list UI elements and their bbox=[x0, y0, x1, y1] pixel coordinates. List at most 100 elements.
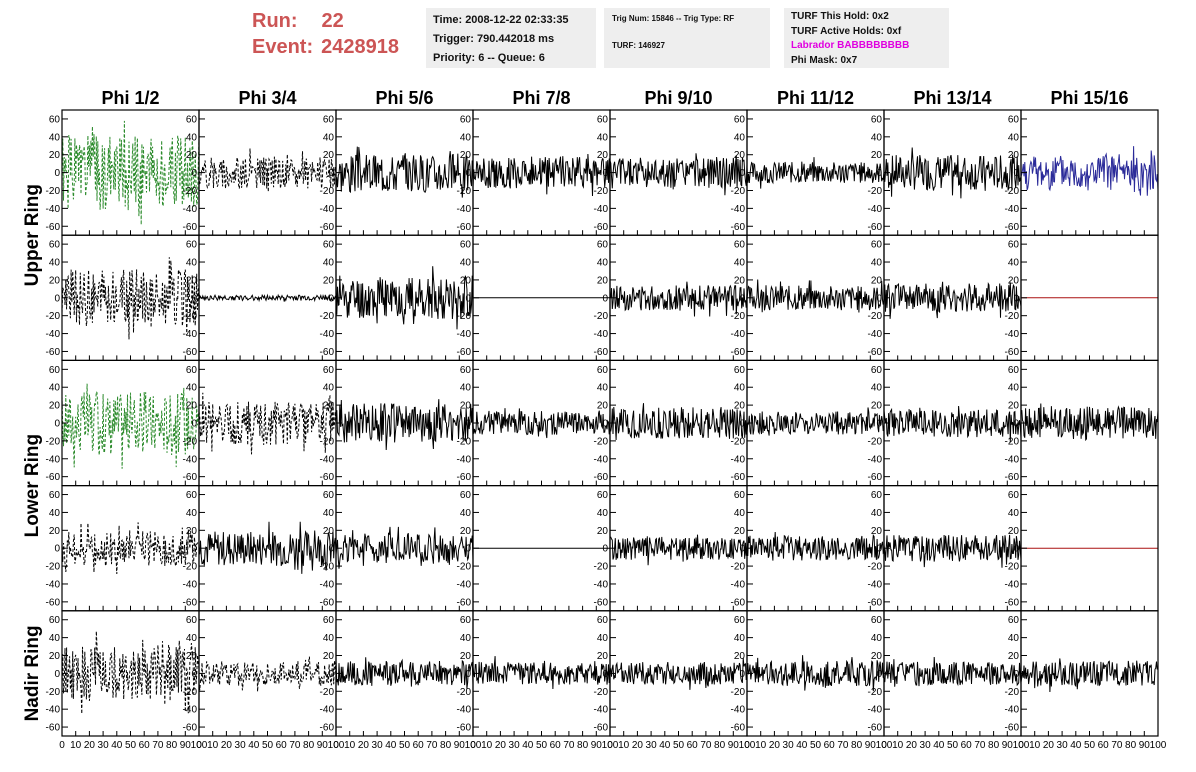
y-tick-label: -40 bbox=[46, 705, 61, 716]
y-tick-label: 0 bbox=[465, 293, 471, 304]
y-tick-label: 0 bbox=[739, 544, 745, 555]
waveform-trace bbox=[335, 657, 474, 689]
column-title: Phi 1/2 bbox=[101, 88, 159, 108]
x-tick-label: 70 bbox=[700, 740, 712, 751]
x-tick-label: 70 bbox=[974, 740, 986, 751]
x-tick-label: 40 bbox=[659, 740, 671, 751]
x-tick-label: 90 bbox=[454, 740, 466, 751]
x-tick-label: 80 bbox=[303, 740, 315, 751]
y-tick-label: -40 bbox=[868, 329, 883, 340]
y-tick-label: 20 bbox=[460, 150, 472, 161]
y-tick-label: -20 bbox=[1005, 436, 1020, 447]
y-tick-label: 40 bbox=[186, 132, 198, 143]
y-tick-label: 60 bbox=[49, 365, 61, 376]
y-tick-label: 20 bbox=[323, 150, 335, 161]
y-tick-label: 60 bbox=[734, 615, 746, 626]
y-tick-label: -40 bbox=[183, 454, 198, 465]
y-tick-label: 0 bbox=[328, 544, 334, 555]
y-tick-label: -40 bbox=[46, 204, 61, 215]
x-tick-label: 90 bbox=[317, 740, 329, 751]
y-tick-label: 60 bbox=[597, 365, 609, 376]
y-tick-label: 60 bbox=[460, 240, 472, 251]
y-tick-label: -40 bbox=[731, 454, 746, 465]
waveform-trace bbox=[61, 383, 200, 469]
y-tick-label: 0 bbox=[191, 419, 197, 430]
x-tick-label: 60 bbox=[961, 740, 973, 751]
y-tick-label: -60 bbox=[46, 222, 61, 233]
y-tick-label: 40 bbox=[186, 633, 198, 644]
waveform-trace bbox=[335, 526, 474, 569]
y-tick-label: 20 bbox=[460, 651, 472, 662]
y-tick-label: 0 bbox=[876, 168, 882, 179]
x-tick-label: 50 bbox=[810, 740, 822, 751]
panel-frame bbox=[61, 109, 200, 236]
y-tick-label: 60 bbox=[1008, 240, 1020, 251]
y-tick-label: 0 bbox=[1013, 544, 1019, 555]
x-tick-label: 80 bbox=[1125, 740, 1137, 751]
x-tick-label: 70 bbox=[289, 740, 301, 751]
y-tick-label: 60 bbox=[597, 114, 609, 125]
y-tick-label: -20 bbox=[594, 436, 609, 447]
y-tick-label: 60 bbox=[323, 240, 335, 251]
y-tick-label: 20 bbox=[460, 275, 472, 286]
y-tick-label: -40 bbox=[46, 579, 61, 590]
turf-text: TURF: 146927 bbox=[612, 41, 665, 50]
y-tick-label: 60 bbox=[1008, 490, 1020, 501]
x-tick-label: 0 bbox=[744, 740, 750, 751]
y-tick-label: 20 bbox=[186, 150, 198, 161]
y-tick-label: 60 bbox=[49, 240, 61, 251]
y-tick-label: 0 bbox=[602, 544, 608, 555]
x-tick-label: 20 bbox=[1043, 740, 1055, 751]
waveform-trace bbox=[198, 293, 337, 303]
waveform-trace bbox=[609, 281, 748, 317]
y-tick-label: 40 bbox=[597, 132, 609, 143]
y-tick-label: -60 bbox=[731, 222, 746, 233]
y-tick-label: -60 bbox=[1005, 347, 1020, 358]
waveform-trace bbox=[61, 257, 200, 340]
x-tick-label: 100 bbox=[876, 740, 893, 751]
y-tick-label: 20 bbox=[734, 150, 746, 161]
y-tick-label: -20 bbox=[731, 562, 746, 573]
waveform-trace bbox=[609, 403, 748, 441]
x-tick-label: 30 bbox=[920, 740, 932, 751]
x-tick-label: 100 bbox=[191, 740, 208, 751]
y-tick-label: 0 bbox=[876, 293, 882, 304]
y-tick-label: 20 bbox=[734, 651, 746, 662]
y-tick-label: 0 bbox=[54, 419, 60, 430]
y-tick-label: -20 bbox=[868, 687, 883, 698]
y-tick-label: -20 bbox=[183, 311, 198, 322]
waveform-trace bbox=[198, 148, 337, 192]
x-tick-label: 20 bbox=[84, 740, 96, 751]
y-tick-label: 0 bbox=[328, 293, 334, 304]
y-tick-label: 40 bbox=[49, 258, 61, 269]
y-tick-label: -40 bbox=[457, 579, 472, 590]
x-tick-label: 80 bbox=[988, 740, 1000, 751]
y-tick-label: 40 bbox=[1008, 258, 1020, 269]
y-tick-label: 40 bbox=[323, 633, 335, 644]
column-title: Phi 11/12 bbox=[777, 88, 854, 108]
y-tick-label: -20 bbox=[1005, 562, 1020, 573]
x-tick-label: 20 bbox=[358, 740, 370, 751]
waveform-trace bbox=[609, 534, 748, 566]
y-tick-label: -20 bbox=[731, 311, 746, 322]
y-tick-label: -60 bbox=[46, 597, 61, 608]
ring-label: Nadir Ring bbox=[22, 625, 43, 721]
y-tick-label: -60 bbox=[320, 472, 335, 483]
y-tick-label: -60 bbox=[594, 472, 609, 483]
y-tick-label: 0 bbox=[54, 168, 60, 179]
y-tick-label: -60 bbox=[868, 222, 883, 233]
y-tick-label: 0 bbox=[191, 168, 197, 179]
y-tick-label: 60 bbox=[871, 114, 883, 125]
waveform-trace bbox=[883, 281, 1022, 319]
waveform-trace bbox=[746, 279, 885, 313]
y-tick-label: -20 bbox=[731, 436, 746, 447]
y-tick-label: 40 bbox=[49, 383, 61, 394]
panel-frame bbox=[883, 109, 1022, 236]
y-tick-label: 20 bbox=[323, 275, 335, 286]
y-tick-label: 20 bbox=[1008, 275, 1020, 286]
x-tick-label: 80 bbox=[166, 740, 178, 751]
x-tick-label: 40 bbox=[933, 740, 945, 751]
y-tick-label: 60 bbox=[460, 114, 472, 125]
waveform-trace bbox=[472, 408, 611, 439]
x-tick-label: 50 bbox=[536, 740, 548, 751]
